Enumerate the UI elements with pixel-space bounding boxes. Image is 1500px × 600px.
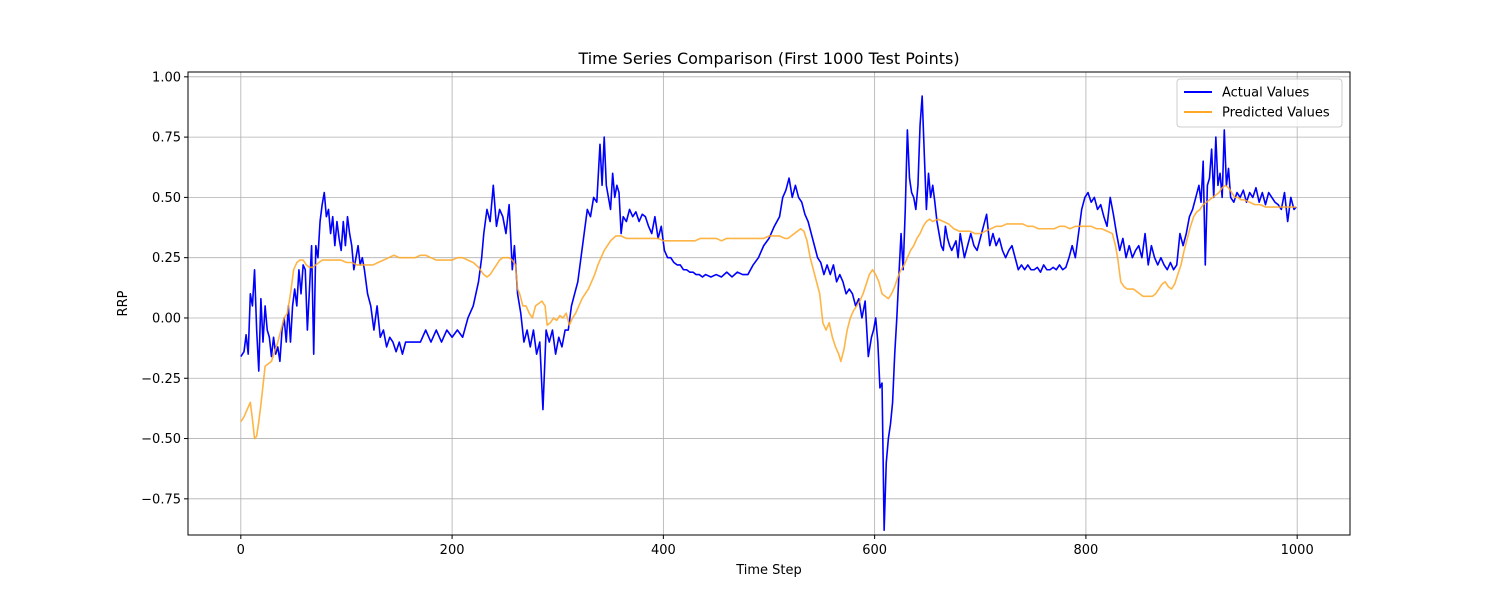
x-tick-label: 600: [862, 543, 887, 558]
series-layer: [240, 95, 1297, 531]
y-tick-label: 0.75: [152, 131, 181, 146]
x-tick-label: 800: [1073, 543, 1098, 558]
x-tick-label: 1000: [1281, 543, 1314, 558]
x-tick-label: 0: [237, 543, 245, 558]
legend-label-predicted: Predicted Values: [1222, 106, 1330, 121]
ticks: 0 200 400 600 800 1000 −0.75 −0.50 −0.25 0.00 0.25…: [141, 70, 1314, 558]
legend: Actual Values Predicted Values: [1176, 78, 1343, 128]
y-tick-label: −0.75: [141, 492, 181, 507]
chart-title: Time Series Comparison (First 1000 Test …: [577, 49, 959, 68]
x-axis-label: Time Step: [735, 563, 802, 578]
y-tick-label: −0.50: [141, 432, 181, 447]
x-tick-label: 400: [651, 543, 676, 558]
y-tick-label: 0.50: [152, 191, 181, 206]
legend-box: [1176, 78, 1343, 128]
x-tick-label: 200: [440, 543, 465, 558]
plot-frame: [187, 71, 1351, 536]
y-tick-label: 0.25: [152, 251, 181, 266]
y-tick-label: 0.00: [152, 311, 181, 326]
y-axis-label: RRP: [116, 290, 131, 316]
grid: [188, 72, 1350, 535]
predicted-series-line: [240, 184, 1297, 440]
legend-label-actual: Actual Values: [1222, 86, 1310, 101]
actual-series-line: [240, 95, 1297, 531]
y-tick-label: 1.00: [152, 70, 181, 85]
y-tick-label: −0.25: [141, 372, 181, 387]
